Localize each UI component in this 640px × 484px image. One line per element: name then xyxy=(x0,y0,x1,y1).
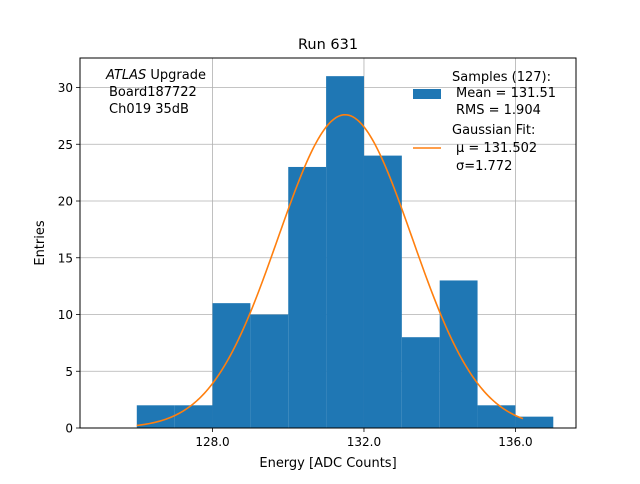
y-tick-label: 10 xyxy=(58,308,73,322)
chart-title: Run 631 xyxy=(298,37,358,53)
y-tick-label: 25 xyxy=(58,138,73,152)
legend-samples-rms: RMS = 1.904 xyxy=(456,103,541,118)
x-tick-label: 136.0 xyxy=(498,435,532,449)
histogram-bar xyxy=(250,314,289,428)
fit-curve-group xyxy=(136,113,524,427)
y-tick-label: 15 xyxy=(58,251,73,265)
legend-fit-mu: μ = 131.502 xyxy=(456,141,537,156)
y-tick-label: 30 xyxy=(58,81,73,95)
legend-fit-sigma: σ=1.772 xyxy=(456,159,512,174)
axis-ticks: 128.0 132.0 136.0 0 5 10 15 20 25 30 xyxy=(58,81,533,449)
legend-samples-title: Samples (127): xyxy=(452,70,551,85)
histogram-bar xyxy=(288,166,327,428)
histogram-bar xyxy=(136,405,175,428)
histogram-bar xyxy=(326,76,364,428)
y-tick-label: 20 xyxy=(58,195,73,209)
histogram-bar xyxy=(174,405,213,428)
upgrade-label: Upgrade xyxy=(146,68,206,83)
y-tick-label: 0 xyxy=(65,422,73,436)
y-tick-label: 5 xyxy=(65,365,73,379)
legend-fit-title: Gaussian Fit: xyxy=(452,123,535,138)
legend-samples-swatch xyxy=(413,89,441,99)
gaussian-fit-curve xyxy=(136,113,524,427)
histogram-bar xyxy=(515,416,554,428)
atlas-annotation-channel: Ch019 35dB xyxy=(109,102,189,117)
axes-frame xyxy=(79,57,577,429)
y-axis-label: Entries xyxy=(33,220,48,266)
histogram-bar xyxy=(212,303,251,428)
legend: Samples (127): Mean = 131.51 RMS = 1.904… xyxy=(413,70,556,174)
histogram-bar xyxy=(401,337,440,428)
histogram-bar xyxy=(477,405,516,428)
legend-samples-mean: Mean = 131.51 xyxy=(456,86,556,101)
atlas-label: ATLAS xyxy=(105,68,146,83)
histogram-bar xyxy=(363,155,402,428)
atlas-annotation-line1: ATLAS Upgrade xyxy=(105,68,206,83)
atlas-annotation-board: Board187722 xyxy=(109,85,197,100)
x-tick-label: 132.0 xyxy=(347,435,381,449)
x-axis-label: Energy [ADC Counts] xyxy=(259,456,396,471)
x-tick-label: 128.0 xyxy=(195,435,229,449)
histogram-bars xyxy=(136,76,554,428)
